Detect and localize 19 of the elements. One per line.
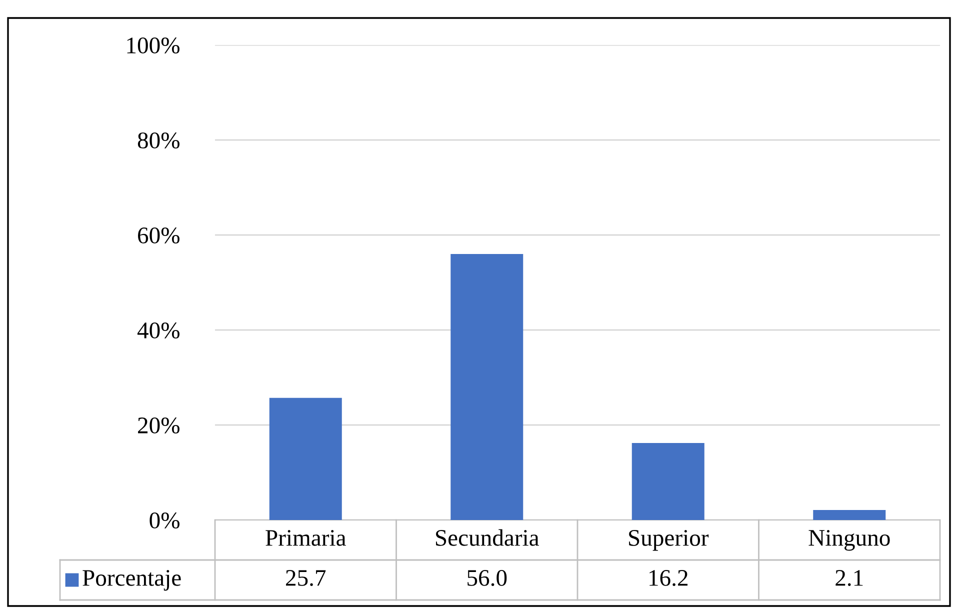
bar	[450, 254, 524, 520]
y-tick-label: 0%	[150, 512, 180, 528]
bar	[269, 398, 342, 520]
y-tick-label: 20%	[138, 417, 180, 434]
y-tick-label: 80%	[138, 132, 180, 148]
x-tick-label: Ninguno	[808, 530, 890, 551]
x-tick-label: Secundaria	[436, 529, 539, 546]
data-label: 56.0	[468, 570, 507, 586]
y-tick-label: 100%	[127, 37, 180, 54]
data-label: 25.7	[286, 570, 326, 586]
bar	[632, 443, 704, 520]
y-tick-label: 40%	[137, 322, 180, 338]
bar	[813, 510, 886, 520]
data-label: 16.2	[650, 570, 688, 586]
x-tick-label: Primaria	[266, 530, 346, 546]
x-tick-label: Superior	[629, 530, 709, 551]
data-label: 2.1	[836, 570, 863, 586]
y-tick-label: 60%	[138, 227, 180, 244]
legend-label: Porcentaje	[82, 570, 181, 591]
